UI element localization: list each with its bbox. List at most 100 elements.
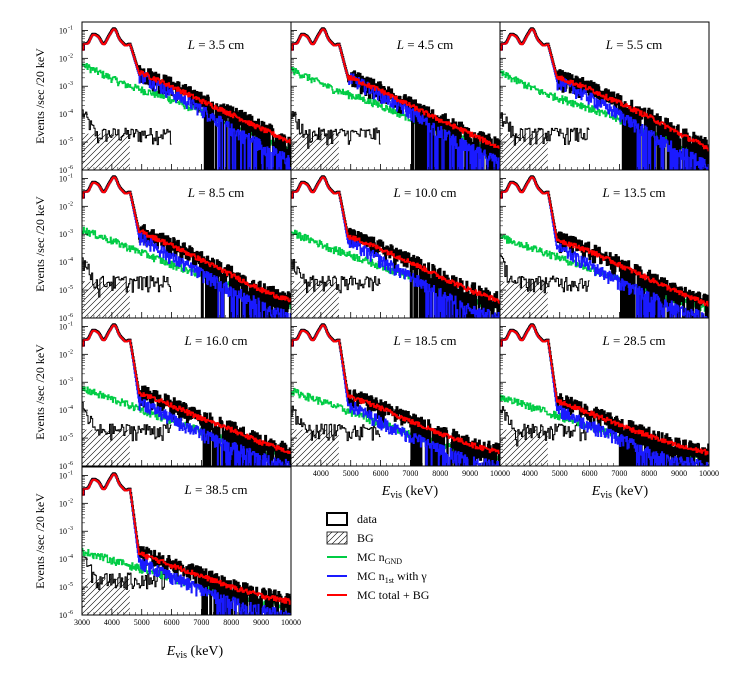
y-tick-exponent: -3 — [68, 229, 73, 235]
panel-label: L = 8.5 cm — [187, 185, 244, 200]
y-tick-exponent: -6 — [68, 610, 73, 616]
bg-hatch-region — [500, 281, 548, 318]
x-tick-label: 6000 — [164, 618, 180, 627]
panel-label: L = 4.5 cm — [396, 37, 453, 52]
y-tick-exponent: -4 — [68, 554, 73, 560]
x-tick-label: 10000 — [699, 469, 719, 478]
y-tick-label: 10 — [59, 583, 67, 592]
x-axis-label: Evis (keV) — [591, 484, 649, 501]
legend-entry-mc-total: MC total + BG — [327, 588, 430, 602]
panel-L-13_5: L = 13.5 cm — [499, 169, 710, 319]
mc-total-series — [82, 176, 291, 303]
y-tick-exponent: -5 — [68, 137, 73, 143]
y-tick-label: 10 — [59, 611, 67, 620]
legend-swatch-data — [326, 512, 348, 526]
bg-histogram — [500, 406, 590, 447]
mc-total-series — [291, 176, 500, 305]
bg-histogram — [82, 109, 172, 146]
y-tick-exponent: -1 — [68, 321, 73, 327]
legend-text-main: MC total + BG — [357, 588, 430, 602]
panel-label: L = 16.0 cm — [184, 333, 248, 348]
bg-hatch-region — [82, 281, 130, 318]
x-tick-label: 5000 — [552, 469, 568, 478]
y-tick-label: 10 — [59, 462, 67, 471]
x-axis-label: Evis (keV) — [381, 484, 439, 501]
x-axis-label-unit: (keV) — [187, 644, 223, 659]
plot-area — [500, 27, 709, 170]
x-axis-label-sub: vis — [600, 490, 612, 501]
plot-area — [500, 323, 709, 466]
x-tick-label: 6000 — [582, 469, 598, 478]
y-tick-exponent: -5 — [68, 582, 73, 588]
y-axis-label: Events /sec /20 keV — [33, 344, 47, 440]
x-tick-label: 9000 — [253, 618, 269, 627]
x-tick-label: 7000 — [402, 469, 418, 478]
x-axis-label-unit: (keV) — [612, 484, 648, 499]
x-tick-label: 9000 — [462, 469, 478, 478]
bg-histogram — [82, 401, 172, 442]
panel-label-L: L — [187, 37, 195, 52]
panel-L-4_5: L = 4.5 cm — [290, 21, 501, 171]
y-tick-label: 10 — [59, 110, 67, 119]
panel-L-3_5: 10-110-210-310-410-510 -6L = 3.5 cm — [59, 21, 292, 175]
y-tick-label: 10 — [59, 499, 67, 508]
x-tick-label: 10000 — [490, 469, 510, 478]
y-tick-exponent: -2 — [68, 349, 73, 355]
y-tick-exponent: -5 — [68, 433, 73, 439]
plot-area — [291, 175, 500, 318]
y-tick-label: 10 — [59, 230, 67, 239]
y-tick-label: 10 — [59, 202, 67, 211]
mc-total-series — [291, 324, 500, 455]
panels-layer: 10-110-210-310-410-510 -6L = 3.5 cm L = 4.… — [59, 21, 719, 627]
y-tick-exponent: -6 — [68, 461, 73, 467]
mc-total-series — [500, 324, 709, 456]
bg-histogram — [291, 111, 381, 149]
y-tick-exponent: -2 — [68, 201, 73, 207]
plot-area — [291, 323, 500, 466]
legend-text: BG — [357, 531, 374, 545]
panel-L-8_5: 10-110-210-310-410-510 -6L = 8.5 cm — [59, 169, 292, 323]
y-tick-label: 10 — [59, 527, 67, 536]
bg-histogram — [291, 259, 381, 294]
bg-histogram — [291, 405, 381, 442]
mc-total-series — [82, 473, 291, 605]
axis-labels: Events /sec /20 keV Events /sec /20 keV Ev… — [33, 48, 649, 661]
legend-text: MC n1st with γ — [357, 569, 427, 585]
y-axis-label: Events /sec /20 keV — [33, 48, 47, 144]
panel-label-value: = 38.5 cm — [192, 482, 248, 497]
y-tick-label: 10 — [59, 406, 67, 415]
plot-area — [500, 175, 709, 318]
panel-label: L = 10.0 cm — [393, 185, 457, 200]
y-tick-label: 10 — [59, 286, 67, 295]
x-tick-label: 10000 — [281, 618, 301, 627]
legend-entry-mc-1st: MC n1st with γ — [327, 569, 427, 585]
panel-L-16_0: 10-110-210-310-410-510 -6L = 16.0 cm — [59, 317, 292, 471]
y-tick-label: 10 — [59, 26, 67, 35]
plot-area — [291, 27, 500, 170]
y-tick-exponent: -3 — [68, 81, 73, 87]
legend-entry-mc-gnd: MC nGND — [327, 550, 402, 566]
panel-label: L = 18.5 cm — [393, 333, 457, 348]
y-tick-label: 10 — [59, 322, 67, 331]
y-tick-label: 10 — [59, 434, 67, 443]
x-tick-label: 8000 — [223, 618, 239, 627]
bg-histogram — [82, 556, 172, 590]
x-axis-label: Evis (keV) — [166, 644, 224, 661]
x-tick-label: 7000 — [193, 618, 209, 627]
legend-text: MC nGND — [357, 550, 402, 566]
panel-label: L = 5.5 cm — [605, 37, 662, 52]
panel-label-value: = 16.0 cm — [192, 333, 248, 348]
y-tick-exponent: -3 — [68, 526, 73, 532]
legend-entry-data: data — [326, 512, 378, 526]
legend-text-main: BG — [357, 531, 374, 545]
panel-label: L = 38.5 cm — [184, 482, 248, 497]
mc-total-series — [500, 28, 709, 152]
panel-label: L = 3.5 cm — [187, 37, 244, 52]
panel-label-value: = 28.5 cm — [610, 333, 666, 348]
y-tick-label: 10 — [59, 258, 67, 267]
plot-area — [82, 27, 291, 170]
legend-text-main: MC n — [357, 550, 385, 564]
bg-hatch-region — [82, 429, 130, 466]
panel-L-10_0: L = 10.0 cm — [290, 169, 501, 319]
